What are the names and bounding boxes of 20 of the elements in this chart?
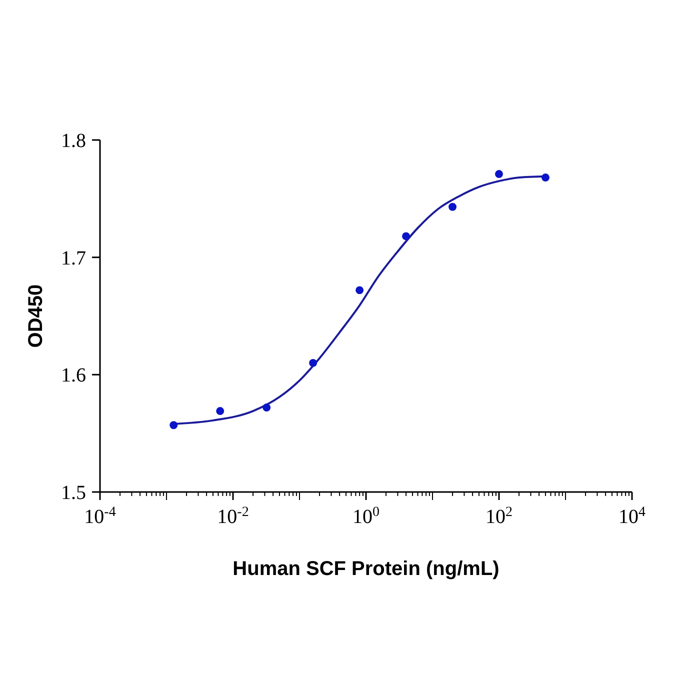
point — [541, 174, 550, 182]
point — [170, 421, 178, 430]
x-tick-label: 10$^{2}$ — [486, 504, 512, 528]
y-tick-label: 1.5 — [61, 482, 86, 504]
point — [495, 170, 503, 178]
point — [309, 358, 318, 367]
y-axis-title: OD450 — [25, 284, 47, 348]
point — [216, 407, 224, 416]
x-tick-label: 10$^{-2}$ — [217, 504, 249, 528]
y-tick-label: 1.7 — [61, 247, 86, 270]
point — [448, 202, 457, 211]
y-tick-label: 1.8 — [61, 130, 86, 152]
x-axis-title: Human SCF Protein (ng/mL) — [232, 558, 500, 580]
y-tick-label: 1.6 — [61, 364, 86, 387]
x-tick-label: 10$^{0}$ — [352, 504, 380, 528]
point — [402, 232, 410, 240]
point — [262, 404, 271, 412]
x-tick-label: 10$^{-4}$ — [84, 504, 116, 528]
point — [356, 286, 364, 294]
x-tick-label: 10$^{4}$ — [618, 504, 646, 528]
